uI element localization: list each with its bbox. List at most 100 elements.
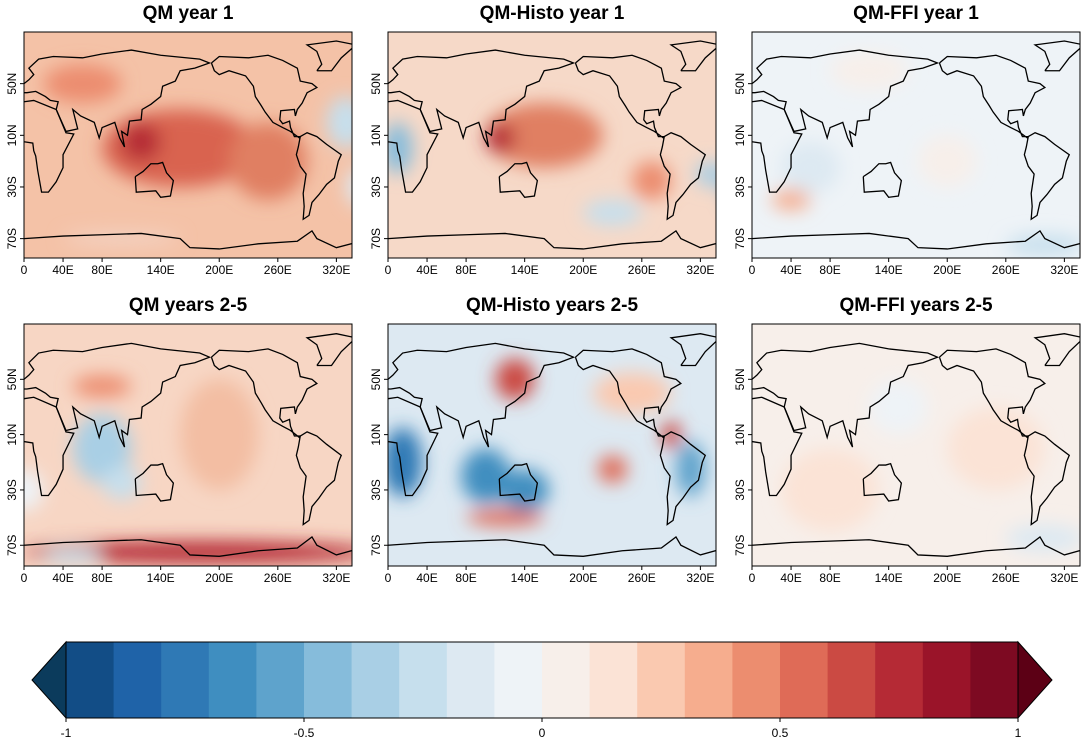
- colorbar-box: [780, 642, 829, 718]
- coastline: [388, 49, 576, 148]
- x-tick-label: 40E: [52, 571, 73, 585]
- x-tick-label: 260E: [992, 571, 1020, 585]
- y-tick-label: 50N: [5, 73, 19, 95]
- coastline: [24, 49, 212, 148]
- field-patch: [72, 375, 132, 398]
- y-tick-label: 50N: [369, 73, 383, 95]
- x-tick-label: 0: [385, 571, 392, 585]
- coastline: [669, 333, 716, 367]
- colorbar-box: [256, 642, 305, 718]
- x-tick-label: 200E: [205, 571, 233, 585]
- colorbar-box: [494, 642, 543, 718]
- x-tick-label: 80E: [455, 571, 476, 585]
- field-patch: [495, 358, 535, 401]
- field-patch: [72, 413, 132, 484]
- colorbar: -1 -0.5 0 0.5 1: [31, 640, 1053, 740]
- x-tick-label: 140E: [147, 263, 175, 277]
- field-patch: [583, 199, 642, 226]
- colorbar-box: [827, 642, 876, 718]
- y-tick-label: 70S: [5, 535, 19, 556]
- coastline: [1023, 132, 1071, 221]
- y-tick-label: 70S: [733, 228, 747, 249]
- coastline: [134, 462, 175, 502]
- colorbar-box: [875, 642, 924, 718]
- coastline: [210, 54, 319, 139]
- field: [781, 379, 1080, 553]
- colorbar-box: [542, 642, 591, 718]
- y-tick-label: 50N: [733, 73, 747, 95]
- colorbar-over: [1017, 640, 1053, 720]
- y-tick-label: 10N: [733, 124, 747, 146]
- y-tick-label: 10N: [733, 424, 747, 446]
- x-tick-label: 200E: [205, 263, 233, 277]
- coastline: [388, 229, 716, 250]
- field-patch: [388, 122, 413, 175]
- x-tick-label: 200E: [933, 263, 961, 277]
- coastline: [388, 536, 716, 557]
- field-patch: [632, 161, 672, 200]
- field-patch: [228, 122, 308, 200]
- field: [771, 51, 1080, 256]
- x-tick-label: 80E: [819, 571, 840, 585]
- x-tick-label: 320E: [686, 263, 714, 277]
- coastline: [752, 342, 940, 448]
- colorbar-box: [970, 642, 1019, 718]
- y-tick-label: 10N: [369, 124, 383, 146]
- x-tick-label: 320E: [322, 571, 350, 585]
- x-tick-label: 140E: [875, 571, 903, 585]
- map-area: [752, 324, 1080, 566]
- coastline: [659, 132, 707, 221]
- coastline: [659, 431, 707, 526]
- y-tick-label: 10N: [5, 424, 19, 446]
- map-frame: [387, 31, 717, 259]
- field-patch: [346, 171, 352, 203]
- field-patch: [485, 122, 515, 154]
- x-tick-label: 260E: [264, 263, 292, 277]
- map-panel: QM-FFI year 1 0 40E 80E 140E 200E 260E 320E 50N 1…: [733, 3, 1081, 277]
- field-patch: [771, 189, 811, 211]
- field: [43, 64, 352, 246]
- coastline: [1033, 40, 1080, 72]
- field-patch: [43, 549, 103, 564]
- coastline: [498, 462, 539, 502]
- x-tick-label: 320E: [686, 571, 714, 585]
- x-tick-label: 260E: [992, 263, 1020, 277]
- field-patch: [675, 441, 706, 497]
- colorbar-box: [113, 642, 162, 718]
- coastline: [752, 229, 1080, 250]
- colorbar-box: [161, 642, 210, 718]
- colorbar-box: [351, 642, 400, 718]
- field-patch: [830, 51, 909, 91]
- x-tick-label: 320E: [322, 263, 350, 277]
- colorbar-box: [304, 642, 353, 718]
- coastline: [862, 161, 903, 198]
- field-patch: [947, 406, 1045, 490]
- coastline: [1023, 431, 1071, 526]
- colorbar-tick-label: 1: [1015, 726, 1022, 740]
- coastline: [669, 40, 716, 72]
- y-tick-label: 30S: [733, 479, 747, 500]
- map-frame: [23, 323, 353, 567]
- x-tick-label: 40E: [780, 263, 801, 277]
- coastline: [498, 161, 539, 198]
- coastline: [388, 342, 576, 448]
- y-tick-label: 10N: [369, 424, 383, 446]
- panel-title: QM years 2-5: [129, 295, 248, 316]
- coastline: [574, 54, 683, 139]
- coastline: [574, 348, 682, 439]
- x-tick-label: 40E: [780, 571, 801, 585]
- colorbar-box: [684, 642, 733, 718]
- x-tick-label: 200E: [933, 571, 961, 585]
- y-tick-label: 10N: [5, 124, 19, 146]
- y-tick-label: 30S: [369, 479, 383, 500]
- colorbar-box: [208, 642, 257, 718]
- colorbar-box: [637, 642, 686, 718]
- x-tick-label: 260E: [628, 571, 656, 585]
- map-area: [388, 32, 716, 258]
- x-tick-label: 0: [749, 571, 756, 585]
- y-tick-label: 70S: [369, 228, 383, 249]
- map-frame: [751, 323, 1081, 567]
- field-patch: [461, 448, 511, 504]
- x-tick-label: 40E: [416, 571, 437, 585]
